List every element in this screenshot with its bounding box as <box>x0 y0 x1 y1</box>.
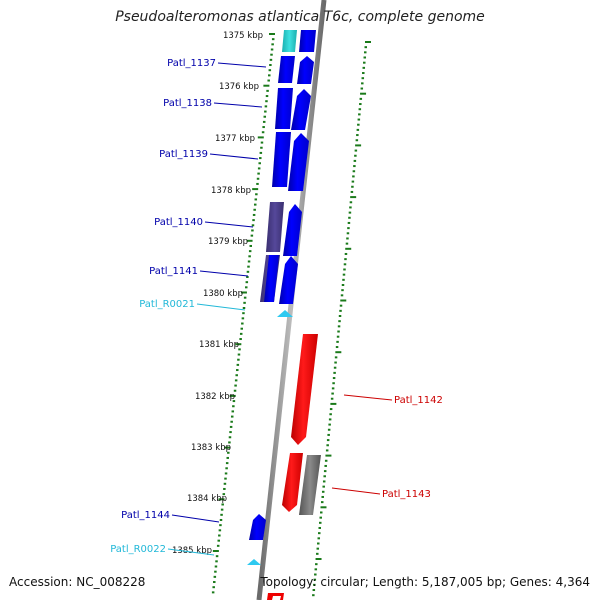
gene-label[interactable]: Patl_1139 <box>159 149 208 160</box>
gene-label[interactable]: Patl_1143 <box>382 489 431 500</box>
gene-label[interactable]: Patl_R0022 <box>110 544 166 555</box>
label-leader-line <box>167 548 215 556</box>
scale-label: 1382 kbp <box>195 392 235 402</box>
gene-label[interactable]: Patl_1137 <box>167 58 216 69</box>
cds-feature-other <box>299 455 321 515</box>
cds-feature <box>291 89 311 130</box>
cds-feature <box>288 133 309 191</box>
cds-feature <box>283 204 302 256</box>
cds-feature <box>264 255 279 302</box>
cds-feature <box>278 56 295 83</box>
scale-labels: 1375 kbp 1376 kbp 1377 kbp 1378 kbp 1379 kbp… <box>172 31 263 556</box>
gene-label[interactable]: Patl_1138 <box>163 98 212 109</box>
scale-label: 1381 kbp <box>199 340 239 350</box>
accession-label: Accession: NC_008228 <box>9 575 146 589</box>
cds-feature-inner <box>272 596 281 600</box>
gene-label[interactable]: Patl_1144 <box>121 510 170 521</box>
label-leader-line <box>343 394 393 401</box>
gene-label[interactable]: Patl_1140 <box>154 217 203 228</box>
label-leader-line <box>331 487 381 495</box>
cds-feature-other <box>266 202 284 252</box>
gene-label[interactable]: Patl_1142 <box>394 395 443 406</box>
scale-label: 1377 kbp <box>215 134 255 144</box>
cds-feature <box>249 514 266 540</box>
cds-feature <box>282 453 303 512</box>
map-title: Pseudoalteromonas atlantica T6c, complet… <box>115 9 485 25</box>
scale-ticks-left <box>211 33 275 594</box>
label-leader-line <box>209 153 259 160</box>
cds-feature <box>272 132 291 187</box>
rrna-feature <box>247 559 261 565</box>
scale-ticks-right <box>312 41 371 597</box>
scale-label: 1379 kbp <box>208 237 248 247</box>
cds-feature <box>299 30 316 52</box>
scale-label: 1385 kbp <box>172 546 212 556</box>
cds-feature <box>291 334 318 445</box>
label-leader-line <box>199 270 249 277</box>
label-leader-line <box>171 514 220 523</box>
cds-feature <box>275 88 293 129</box>
gene-features <box>247 30 321 600</box>
rrna-feature <box>282 30 297 52</box>
cds-feature <box>279 256 298 304</box>
scale-label: 1375 kbp <box>223 31 263 41</box>
scale-label: 1380 kbp <box>203 289 243 299</box>
label-leader-line <box>213 102 263 108</box>
scale-label: 1383 kbp <box>191 443 231 453</box>
gene-labels: Patl_1137 Patl_1138 Patl_1139 Patl_1140 Patl… <box>110 58 443 555</box>
cds-feature <box>297 56 314 84</box>
label-leader-line <box>204 221 254 228</box>
gene-label[interactable]: Patl_R0021 <box>139 299 195 310</box>
gene-label[interactable]: Patl_1141 <box>149 266 198 277</box>
scale-label: 1384 kbp <box>187 494 227 504</box>
scale-label: 1378 kbp <box>211 186 251 196</box>
genome-stats: Topology: circular; Length: 5,187,005 bp… <box>260 575 590 589</box>
label-leader-lines <box>167 62 393 556</box>
scale-label: 1376 kbp <box>219 82 259 92</box>
label-leader-line <box>196 303 246 311</box>
rrna-feature <box>277 310 293 317</box>
label-leader-line <box>217 62 267 68</box>
